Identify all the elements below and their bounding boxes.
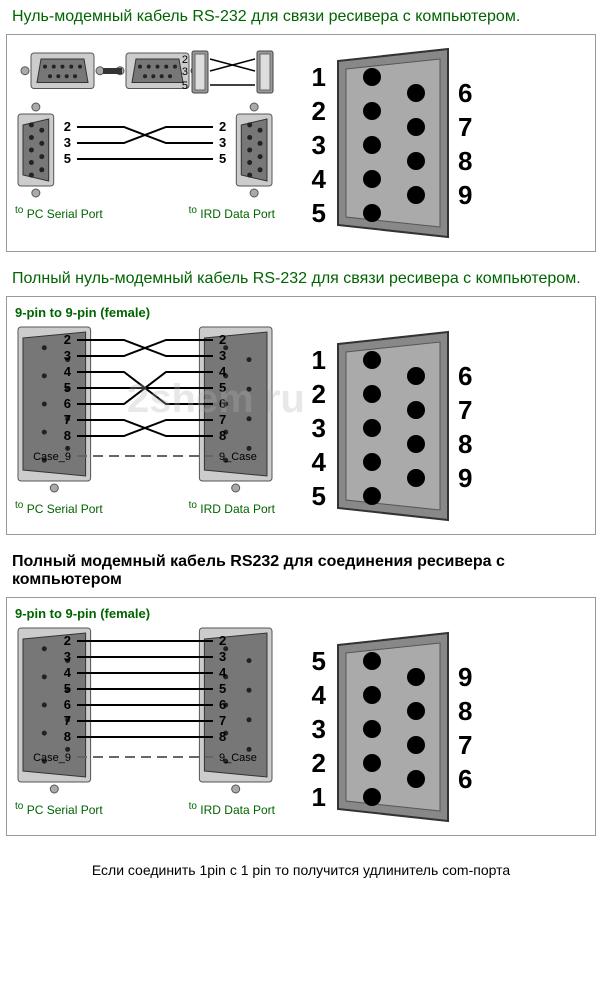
- svg-text:5: 5: [219, 681, 226, 696]
- wiring-diagram: 223355235235to PC Serial Portto IRD Data…: [15, 43, 275, 221]
- pinout-diagram: 1 2 3 4 5 6 7 8 9: [283, 326, 587, 526]
- svg-text:3: 3: [182, 66, 188, 78]
- svg-text:7: 7: [458, 112, 472, 142]
- svg-text:7: 7: [219, 713, 226, 728]
- svg-text:3: 3: [64, 135, 71, 150]
- svg-text:5: 5: [312, 198, 326, 228]
- svg-text:8: 8: [458, 146, 472, 176]
- pinout-diagram: 1 2 3 4 5 6 7 8 9: [283, 43, 587, 243]
- svg-text:7: 7: [219, 412, 226, 427]
- svg-text:9_Case: 9_Case: [219, 451, 257, 463]
- svg-text:1: 1: [312, 782, 326, 812]
- svg-text:7: 7: [458, 730, 472, 760]
- svg-text:8: 8: [458, 429, 472, 459]
- svg-text:2: 2: [64, 633, 71, 648]
- svg-text:2: 2: [219, 633, 226, 648]
- svg-text:6: 6: [64, 396, 71, 411]
- svg-text:9: 9: [458, 180, 472, 210]
- svg-text:1: 1: [312, 345, 326, 375]
- svg-text:9: 9: [458, 463, 472, 493]
- svg-text:8: 8: [64, 428, 71, 443]
- svg-text:2: 2: [219, 119, 226, 134]
- svg-text:3: 3: [312, 714, 326, 744]
- svg-text:3: 3: [219, 348, 226, 363]
- svg-text:2: 2: [219, 332, 226, 347]
- svg-text:7: 7: [64, 713, 71, 728]
- svg-text:5: 5: [64, 681, 71, 696]
- port-labels: to PC Serial Portto IRD Data Port: [15, 205, 275, 221]
- svg-text:8: 8: [64, 729, 71, 744]
- svg-text:8: 8: [219, 428, 226, 443]
- svg-text:6: 6: [219, 697, 226, 712]
- diagram-box: 2shem ru9-pin to 9-pin (female)234567823…: [6, 296, 596, 535]
- svg-text:4: 4: [312, 447, 327, 477]
- svg-text:7: 7: [458, 395, 472, 425]
- svg-text:2: 2: [64, 119, 71, 134]
- section-title: Полный модемный кабель RS232 для соедине…: [0, 545, 602, 597]
- svg-text:6: 6: [458, 764, 472, 794]
- port-labels: to PC Serial Portto IRD Data Port: [15, 801, 275, 817]
- svg-text:2: 2: [64, 332, 71, 347]
- svg-text:3: 3: [219, 135, 226, 150]
- section-title: Полный нуль-модемный кабель RS-232 для с…: [0, 262, 602, 296]
- svg-text:5: 5: [64, 380, 71, 395]
- svg-text:3: 3: [64, 348, 71, 363]
- svg-text:3: 3: [312, 413, 326, 443]
- wiring-diagram: 23456782345678Case_99_Caseto PC Serial P…: [15, 326, 275, 516]
- svg-text:5: 5: [64, 151, 71, 166]
- svg-text:5: 5: [312, 646, 326, 676]
- svg-text:8: 8: [458, 696, 472, 726]
- svg-text:9: 9: [458, 662, 472, 692]
- diagram-box: 223355235235to PC Serial Portto IRD Data…: [6, 34, 596, 252]
- svg-text:6: 6: [64, 697, 71, 712]
- svg-text:3: 3: [312, 130, 326, 160]
- svg-text:Case_9: Case_9: [33, 451, 71, 463]
- svg-text:2: 2: [312, 379, 326, 409]
- diagram-box: 9-pin to 9-pin (female)23456782345678Cas…: [6, 597, 596, 836]
- svg-text:6: 6: [458, 361, 472, 391]
- svg-text:3: 3: [64, 649, 71, 664]
- svg-text:9_Case: 9_Case: [219, 752, 257, 764]
- svg-text:5: 5: [219, 151, 226, 166]
- footer-note: Если соединить 1pin с 1 pin то получится…: [0, 846, 602, 894]
- svg-text:4: 4: [312, 680, 327, 710]
- subtitle: 9-pin to 9-pin (female): [15, 305, 587, 320]
- svg-text:6: 6: [219, 396, 226, 411]
- svg-text:4: 4: [64, 665, 72, 680]
- section-title: Нуль-модемный кабель RS-232 для связи ре…: [0, 0, 602, 34]
- svg-text:6: 6: [458, 78, 472, 108]
- svg-text:5: 5: [182, 80, 188, 92]
- svg-text:Case_9: Case_9: [33, 752, 71, 764]
- svg-text:4: 4: [219, 364, 227, 379]
- svg-text:2: 2: [312, 748, 326, 778]
- svg-text:1: 1: [312, 62, 326, 92]
- subtitle: 9-pin to 9-pin (female): [15, 606, 587, 621]
- svg-text:4: 4: [64, 364, 72, 379]
- svg-text:5: 5: [219, 380, 226, 395]
- pinout-diagram: 5 4 3 2 1 9 8 7 6: [283, 627, 587, 827]
- svg-text:3: 3: [219, 649, 226, 664]
- svg-text:5: 5: [312, 481, 326, 511]
- svg-text:8: 8: [219, 729, 226, 744]
- svg-text:2: 2: [312, 96, 326, 126]
- svg-text:4: 4: [219, 665, 227, 680]
- port-labels: to PC Serial Portto IRD Data Port: [15, 500, 275, 516]
- svg-text:4: 4: [312, 164, 327, 194]
- wiring-diagram: 23456782345678Case_99_Caseto PC Serial P…: [15, 627, 275, 817]
- svg-text:2: 2: [182, 54, 188, 66]
- svg-text:7: 7: [64, 412, 71, 427]
